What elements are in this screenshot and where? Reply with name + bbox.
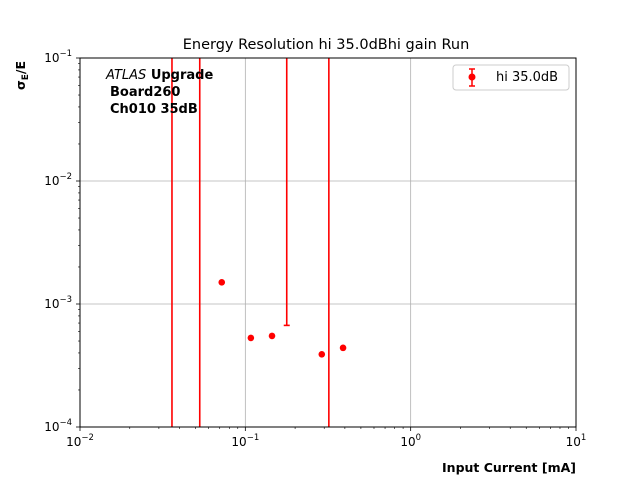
legend-label: hi 35.0dB xyxy=(496,70,558,85)
y-tick-label: 10−3 xyxy=(44,295,72,311)
x-tick-exponent: −1 xyxy=(247,433,260,443)
data-point xyxy=(218,279,226,286)
data-point xyxy=(318,350,326,358)
y-tick-exponent: −1 xyxy=(59,49,72,59)
y-tick-base: 10 xyxy=(44,297,59,311)
y-tick-label: 10−4 xyxy=(44,418,72,434)
data-marks xyxy=(171,58,347,427)
x-tick-base: 10 xyxy=(400,435,415,449)
y-axis-label-tail: /E xyxy=(13,61,28,74)
annotation-board: Board260 xyxy=(110,85,180,100)
annotation-atlas: ATLAS xyxy=(105,68,146,83)
y-tick-exponent: −3 xyxy=(59,295,72,305)
chart-title: Energy Resolution hi 35.0dBhi gain Run xyxy=(183,37,470,53)
x-tick-base: 10 xyxy=(566,435,581,449)
data-point xyxy=(247,334,255,342)
y-axis-label-sub: E xyxy=(21,74,31,80)
y-tick-exponent: −2 xyxy=(59,172,72,182)
y-tick-exponent: −4 xyxy=(59,418,72,428)
y-tick-base: 10 xyxy=(44,420,59,434)
y-axis-label: σE/E xyxy=(13,61,31,90)
atlas-annotation: ATLAS Upgrade Board260 Ch010 35dB xyxy=(105,68,213,117)
x-tick-label: 10−2 xyxy=(66,433,94,449)
legend: hi 35.0dB xyxy=(452,64,570,91)
x-tick-label: 10−1 xyxy=(231,433,259,449)
y-tick-base: 10 xyxy=(44,51,59,65)
data-point xyxy=(268,332,276,340)
x-tick-exponent: 1 xyxy=(581,433,586,443)
x-tick-label: 101 xyxy=(566,433,587,449)
x-axis-label: Input Current [mA] xyxy=(442,460,576,475)
y-tick-label: 10−2 xyxy=(44,172,72,188)
legend-box xyxy=(452,64,570,91)
x-tick-base: 10 xyxy=(66,435,81,449)
y-axis-label-main: σ xyxy=(13,80,28,90)
annotation-channel: Ch010 35dB xyxy=(110,102,198,117)
y-tick-base: 10 xyxy=(44,174,59,188)
annotation-upgrade: Upgrade xyxy=(151,68,214,83)
legend-marker xyxy=(468,73,476,81)
annotation-line1: ATLAS Upgrade xyxy=(105,68,213,83)
y-tick-label: 10−1 xyxy=(44,49,72,65)
x-tick-exponent: −2 xyxy=(81,433,94,443)
x-tick-base: 10 xyxy=(231,435,246,449)
x-tick-label: 100 xyxy=(400,433,421,449)
x-tick-exponent: 0 xyxy=(416,433,421,443)
data-point xyxy=(339,344,347,352)
plot-frame xyxy=(79,57,577,428)
